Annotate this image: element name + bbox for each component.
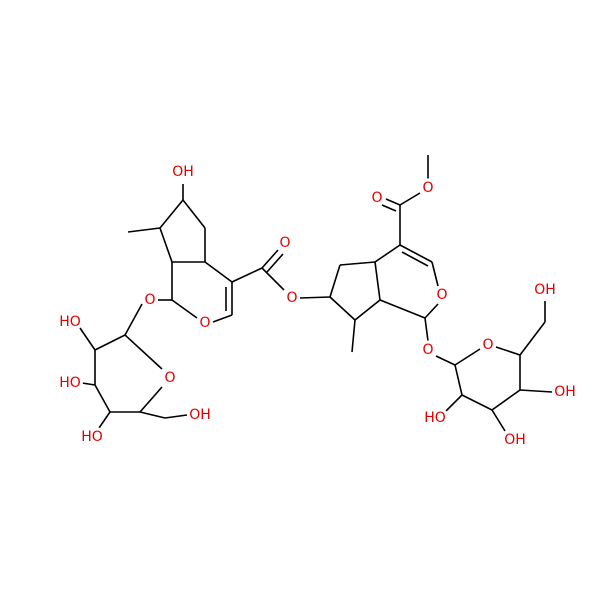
bond: [94, 384, 111, 413]
bond: [495, 346, 521, 356]
bond: [461, 394, 493, 411]
atom-label: OH: [172, 164, 194, 180]
bond: [339, 261, 376, 266]
bond: [385, 198, 401, 206]
atom-label: O: [286, 290, 297, 306]
bond: [329, 264, 341, 298]
bond: [164, 414, 188, 419]
bond: [329, 296, 356, 321]
bond: [381, 204, 397, 212]
bond: [266, 253, 284, 273]
atom-label: OH: [534, 282, 556, 298]
bond: [424, 317, 429, 342]
atom-label: O: [199, 315, 210, 331]
bond: [299, 296, 331, 299]
bond: [519, 321, 546, 356]
bond: [139, 386, 163, 413]
bond: [231, 267, 263, 283]
bond: [424, 303, 439, 319]
bond: [159, 227, 173, 263]
atom-label: O: [144, 292, 155, 308]
bond: [79, 327, 96, 351]
bond: [431, 261, 439, 287]
bond: [127, 227, 161, 233]
bond: [124, 303, 143, 336]
bond: [98, 411, 111, 429]
atom-label: HO: [424, 410, 446, 426]
bond: [399, 244, 433, 263]
atom-label: O: [422, 180, 433, 196]
bond: [445, 394, 463, 412]
bond: [351, 319, 356, 353]
bond: [399, 192, 421, 206]
bond: [519, 389, 553, 393]
bond: [354, 299, 381, 321]
bond: [454, 348, 481, 366]
bond: [491, 389, 521, 411]
bond: [212, 314, 233, 323]
bond: [261, 249, 279, 269]
bond: [159, 199, 184, 229]
atom-label: OH: [504, 432, 526, 448]
atom-label: O: [482, 337, 493, 353]
atom-label: O: [279, 235, 290, 251]
bonds: [79, 155, 553, 432]
bond: [435, 355, 456, 366]
bond: [81, 382, 96, 386]
bond: [379, 299, 426, 319]
bond: [182, 199, 206, 229]
bond: [374, 261, 381, 301]
atom-label: OH: [554, 384, 576, 400]
bond: [491, 409, 506, 432]
atom-label: HO: [59, 375, 81, 391]
bond: [94, 334, 126, 351]
bond: [171, 299, 198, 319]
atom-label: OH: [189, 407, 211, 423]
bond: [454, 364, 463, 396]
atom-label: O: [371, 190, 382, 206]
atom-label: O: [436, 287, 447, 303]
bond: [139, 411, 166, 419]
bond: [261, 267, 285, 291]
atom-label: HO: [81, 429, 103, 445]
atom-label: HO: [59, 314, 81, 330]
bond: [204, 261, 233, 283]
atom-label: O: [164, 370, 175, 386]
atom-label: O: [422, 342, 433, 358]
bond: [124, 334, 163, 370]
bond: [374, 244, 401, 263]
bond: [401, 251, 429, 267]
